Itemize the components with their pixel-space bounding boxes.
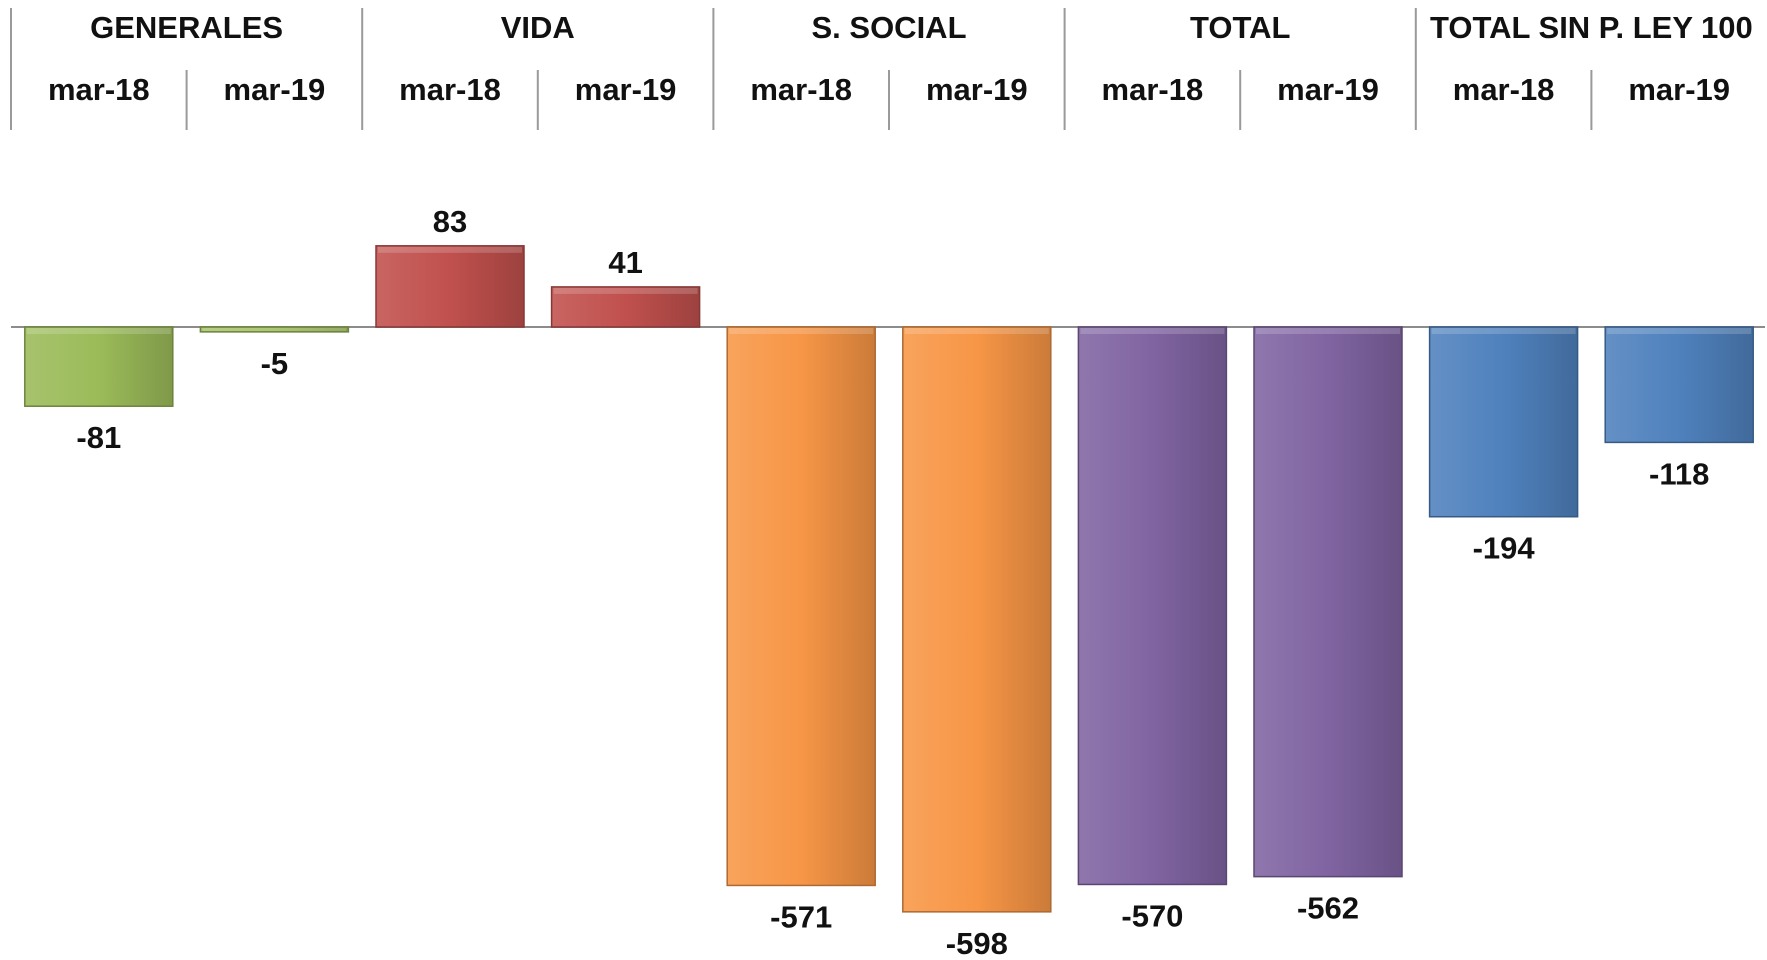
bar-highlight	[1431, 328, 1576, 334]
value-label: -562	[1297, 891, 1359, 926]
period-label: mar-18	[1453, 72, 1555, 107]
value-labels: -81 -5 83 41 -571 -598 -570 -562 -194 -118	[76, 204, 1709, 960]
period-label: mar-19	[575, 72, 677, 107]
period-label: mar-18	[399, 72, 501, 107]
value-label: -598	[946, 926, 1008, 960]
value-label: -5	[261, 346, 289, 381]
value-label: 83	[433, 204, 467, 239]
group-label: S. SOCIAL	[811, 10, 966, 45]
bar	[24, 326, 174, 407]
bar	[1077, 326, 1228, 886]
bar	[375, 245, 525, 328]
bar	[550, 286, 701, 328]
bar	[1428, 326, 1579, 518]
bar-highlight	[378, 246, 522, 253]
value-label: -570	[1121, 898, 1183, 933]
bar	[199, 326, 350, 333]
bar-highlight	[1080, 328, 1225, 334]
bar-highlight	[26, 328, 171, 334]
bar	[726, 326, 876, 887]
period-label: mar-18	[750, 72, 852, 107]
bar-highlight	[729, 328, 874, 334]
bar	[902, 326, 1052, 913]
bar	[1253, 326, 1403, 878]
value-label: -81	[76, 420, 121, 455]
period-label: mar-19	[926, 72, 1028, 107]
group-label: GENERALES	[90, 10, 283, 45]
value-label: -194	[1473, 531, 1536, 566]
bar	[1604, 326, 1754, 444]
period-label: mar-18	[48, 72, 150, 107]
group-label: VIDA	[501, 10, 575, 45]
group-label: TOTAL SIN P. LEY 100	[1430, 10, 1753, 45]
group-label: TOTAL	[1190, 10, 1290, 45]
bar-highlight	[904, 328, 1049, 334]
value-label: 41	[608, 245, 642, 280]
period-label: mar-19	[1628, 72, 1730, 107]
bar-highlight	[1607, 328, 1752, 334]
period-label: mar-19	[1277, 72, 1379, 107]
value-label: -571	[770, 899, 832, 934]
period-label: mar-18	[1102, 72, 1204, 107]
value-label: -118	[1649, 456, 1709, 491]
period-label: mar-19	[224, 72, 326, 107]
bars	[24, 245, 1754, 913]
bar-highlight	[202, 328, 347, 331]
bar-highlight	[1256, 328, 1400, 334]
bar-highlight	[553, 287, 698, 294]
